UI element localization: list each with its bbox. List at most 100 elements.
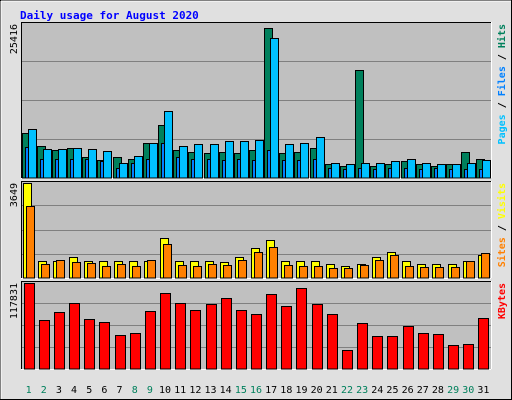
panel-2-ymax-label: 3649 — [9, 183, 20, 207]
bar-sites-day-5 — [87, 263, 96, 279]
bar-sites-day-26 — [405, 266, 414, 279]
bar-kbytes-day-3 — [54, 312, 65, 370]
x-tick-label-day-15: 15 — [235, 385, 247, 396]
bar-kbytes-day-27 — [418, 333, 429, 370]
x-tick-label-day-4: 4 — [71, 385, 77, 396]
bar-sites-day-29 — [451, 267, 460, 279]
x-tick-label-day-22: 22 — [341, 385, 353, 396]
x-tick-label-day-27: 27 — [417, 385, 429, 396]
bar-pages-day-3 — [58, 149, 67, 179]
bar-pages-day-9 — [149, 143, 158, 179]
bar-sites-day-18 — [284, 265, 293, 279]
bar-sites-day-9 — [147, 260, 156, 279]
bar-kbytes-day-24 — [372, 336, 383, 370]
bar-pages-day-5 — [88, 149, 97, 179]
bar-kbytes-day-4 — [69, 303, 80, 370]
bar-kbytes-day-10 — [160, 293, 171, 370]
bar-pages-day-23 — [361, 163, 370, 179]
bar-sites-day-16 — [254, 252, 263, 279]
bar-kbytes-day-11 — [175, 303, 186, 370]
bar-sites-day-6 — [102, 266, 111, 279]
x-tick-label-day-6: 6 — [101, 385, 107, 396]
bar-pages-day-25 — [391, 161, 400, 179]
bar-kbytes-day-13 — [206, 304, 217, 370]
bar-kbytes-day-12 — [190, 310, 201, 370]
bar-sites-day-23 — [360, 265, 369, 279]
bar-sites-day-11 — [178, 265, 187, 279]
legend-visits: Visits — [496, 183, 508, 219]
bar-sites-day-31 — [481, 253, 490, 279]
x-tick-label-day-10: 10 — [159, 385, 171, 396]
legend-hits: Hits — [496, 24, 508, 48]
bar-kbytes-day-15 — [236, 310, 247, 370]
bar-pages-day-14 — [225, 141, 234, 179]
x-tick-label-day-2: 2 — [41, 385, 47, 396]
x-tick-label-day-21: 21 — [326, 385, 338, 396]
bar-sites-day-17 — [269, 247, 278, 279]
bar-pages-day-17 — [270, 38, 279, 179]
bar-sites-day-20 — [314, 266, 323, 279]
x-tick-label-day-5: 5 — [86, 385, 92, 396]
bar-kbytes-day-17 — [266, 294, 277, 370]
x-tick-label-day-25: 25 — [386, 385, 398, 396]
bar-pages-day-6 — [103, 151, 112, 179]
x-tick-label-day-3: 3 — [56, 385, 62, 396]
bar-pages-day-31 — [482, 160, 491, 179]
x-tick-label-day-17: 17 — [265, 385, 277, 396]
bar-sites-day-13 — [208, 264, 217, 279]
bar-kbytes-day-21 — [327, 314, 338, 370]
bar-sites-day-30 — [466, 261, 475, 279]
panel-3-legend: KBytes — [497, 283, 508, 319]
bar-sites-day-3 — [56, 260, 65, 279]
bar-kbytes-day-19 — [296, 288, 307, 370]
bar-sites-day-25 — [390, 255, 399, 279]
bar-sites-day-24 — [375, 260, 384, 279]
bar-sites-day-8 — [132, 266, 141, 279]
bar-kbytes-day-29 — [448, 345, 459, 370]
x-tick-label-day-7: 7 — [117, 385, 123, 396]
legend-kbytes: KBytes — [497, 283, 508, 319]
bar-sites-day-14 — [223, 265, 232, 279]
bar-pages-day-30 — [467, 163, 476, 179]
bar-kbytes-day-6 — [99, 322, 110, 370]
bar-sites-day-19 — [299, 266, 308, 279]
x-tick-label-day-12: 12 — [189, 385, 201, 396]
legend-separator: / — [497, 219, 508, 237]
panel-1-ymax-label: 25416 — [9, 24, 20, 54]
bar-pages-day-13 — [210, 144, 219, 179]
bar-pages-day-4 — [73, 148, 82, 179]
panel-2-legend: Sites / Visits — [496, 183, 508, 267]
x-tick-label-day-30: 30 — [462, 385, 474, 396]
bar-pages-day-20 — [316, 137, 325, 179]
bar-kbytes-day-8 — [130, 333, 141, 370]
x-tick-label-day-19: 19 — [295, 385, 307, 396]
bar-pages-day-24 — [376, 163, 385, 179]
x-tick-label-day-9: 9 — [147, 385, 153, 396]
bar-pages-day-26 — [407, 159, 416, 179]
bar-sites-day-21 — [329, 268, 338, 279]
bar-sites-day-27 — [420, 267, 429, 279]
x-tick-label-day-26: 26 — [402, 385, 414, 396]
x-tick-label-day-24: 24 — [371, 385, 383, 396]
bar-pages-day-21 — [331, 163, 340, 179]
x-tick-label-day-11: 11 — [174, 385, 186, 396]
bar-sites-day-22 — [344, 268, 353, 279]
bar-kbytes-day-20 — [312, 304, 323, 370]
panel-1-legend: Pages / Files / Hits — [496, 24, 508, 144]
bar-kbytes-day-28 — [433, 334, 444, 370]
bar-pages-day-16 — [255, 140, 264, 179]
bar-pages-day-8 — [134, 156, 143, 179]
x-tick-label-day-14: 14 — [220, 385, 232, 396]
chart-title: Daily usage for August 2020 — [20, 9, 199, 22]
x-tick-label-day-16: 16 — [250, 385, 262, 396]
bar-pages-day-27 — [422, 163, 431, 179]
bar-sites-day-12 — [193, 266, 202, 279]
bar-pages-day-2 — [43, 149, 52, 179]
bar-kbytes-day-18 — [281, 306, 292, 370]
bar-kbytes-day-5 — [84, 319, 95, 370]
legend-sites: Sites — [496, 237, 508, 267]
bar-sites-day-28 — [435, 267, 444, 279]
legend-separator: / — [497, 96, 508, 114]
